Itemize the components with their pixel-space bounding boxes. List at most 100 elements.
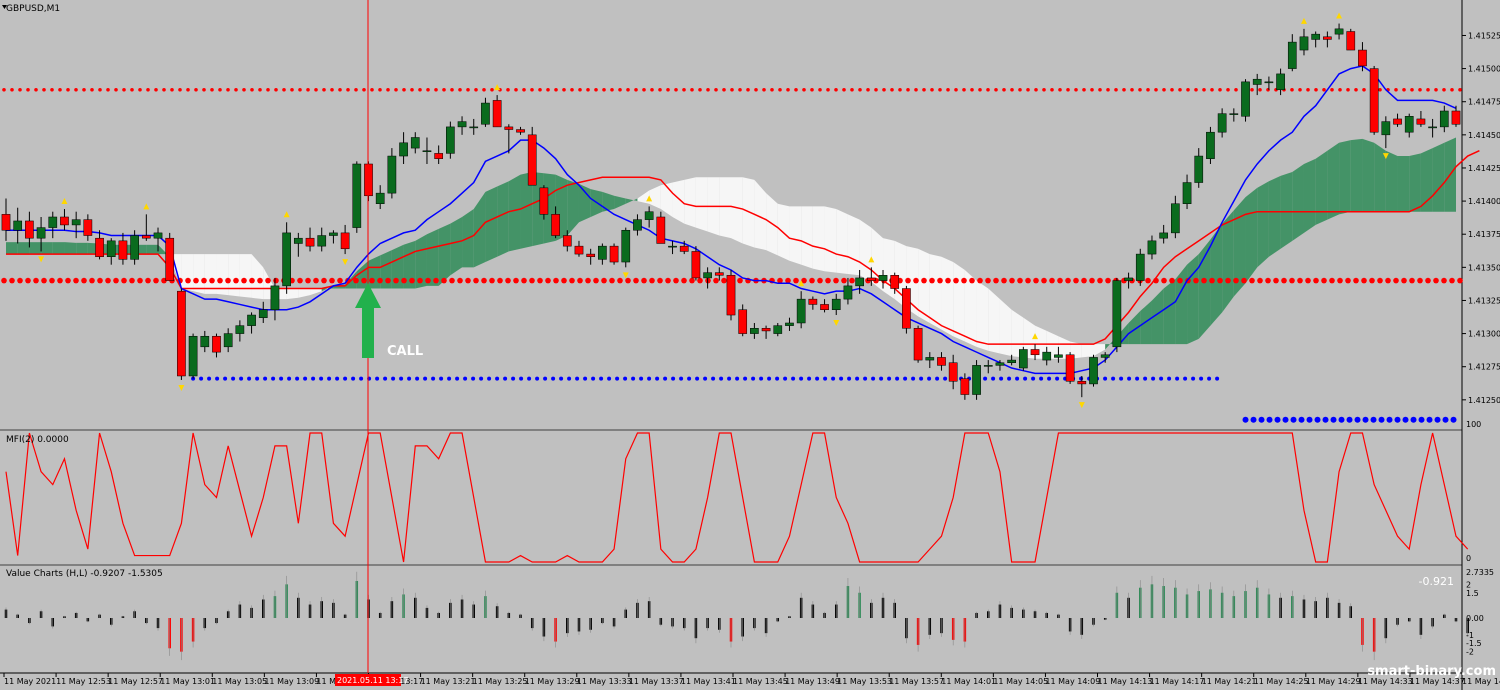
support-level-dot	[815, 376, 820, 381]
pivot-level-dot	[529, 277, 535, 284]
pivot-level-dot	[1441, 277, 1447, 284]
pivot-level-dot	[81, 277, 87, 284]
support-level-dot	[823, 376, 828, 381]
cloud-segment	[1420, 148, 1433, 212]
support-level-dot	[511, 376, 516, 381]
kijun-sen-line	[6, 150, 1480, 345]
resistance-level-dot	[778, 87, 782, 92]
resistance-level-dot	[722, 87, 726, 92]
pivot-level-dot	[1041, 277, 1047, 284]
cloud-segment	[450, 216, 463, 276]
cloud-segment	[1409, 153, 1421, 212]
pivot-level-dot	[1089, 277, 1095, 284]
resistance-level-dot	[90, 87, 94, 92]
mfi-title: MFI(2) 0.0000	[6, 435, 69, 445]
candle-body	[387, 155, 397, 194]
candle-body	[1393, 118, 1402, 125]
time-axis-label: 11 May 14:21	[1202, 677, 1257, 686]
support-level-dot	[207, 376, 212, 381]
resistance-level-dot	[322, 87, 326, 92]
candle-body	[1217, 113, 1227, 133]
fractal-down-icon	[1078, 402, 1085, 409]
support-level-dot	[1338, 416, 1345, 423]
resistance-level-dot	[394, 87, 398, 92]
candle-body	[644, 211, 654, 220]
resistance-level-dot	[946, 87, 950, 92]
pivot-level-dot	[1081, 277, 1087, 284]
price-axis-label: 1.41425	[1468, 164, 1500, 173]
pivot-level-dot	[945, 277, 951, 284]
cloud-segment	[918, 248, 930, 323]
resistance-level-dot	[602, 87, 606, 92]
price-axis-label: 1.41350	[1468, 263, 1500, 272]
support-level-dot	[1402, 416, 1409, 423]
fractal-up-icon	[143, 203, 150, 210]
resistance-level-dot	[202, 87, 206, 92]
pivot-level-dot	[1, 277, 7, 284]
time-axis-label: 11 May 12:57	[108, 677, 163, 686]
candle-body	[36, 227, 46, 239]
candle-body	[1159, 232, 1169, 239]
chart-menu-icon[interactable]	[2, 5, 7, 9]
cloud-segment	[64, 242, 77, 255]
pivot-level-dot	[241, 277, 247, 284]
pivot-level-dot	[225, 277, 231, 284]
cloud-segment	[216, 254, 229, 296]
resistance-level-dot	[642, 87, 646, 92]
resistance-level-dot	[490, 87, 494, 92]
support-level-dot	[943, 376, 948, 381]
fractal-down-icon	[833, 320, 840, 327]
resistance-level-dot	[994, 87, 998, 92]
support-level-dot	[1183, 376, 1188, 381]
pivot-level-dot	[1337, 277, 1343, 284]
support-level-dot	[935, 376, 940, 381]
pivot-level-dot	[577, 277, 583, 284]
cloud-segment	[567, 179, 579, 236]
candle-body	[960, 378, 970, 395]
cloud-segment	[731, 177, 743, 244]
pivot-level-dot	[537, 277, 543, 284]
pivot-level-dot	[697, 277, 703, 284]
support-level-dot	[343, 376, 348, 381]
pivot-level-dot	[1417, 277, 1423, 284]
support-level-dot	[1111, 376, 1116, 381]
pivot-level-dot	[977, 277, 983, 284]
cloud-segment	[438, 223, 451, 286]
cloud-segment	[158, 244, 170, 257]
candle-body	[153, 232, 163, 239]
pivot-level-dot	[569, 277, 575, 284]
fractal-up-icon	[868, 256, 875, 263]
value-charts-axis-label: 2	[1466, 580, 1471, 589]
time-axis-label: 11 May 13:33	[577, 677, 632, 686]
pivot-level-dot	[737, 277, 743, 284]
candle-body	[106, 240, 116, 257]
pivot-level-dot	[449, 277, 455, 284]
support-level-dot	[839, 376, 844, 381]
cloud-segment	[754, 179, 767, 251]
cloud-segment	[391, 244, 404, 289]
resistance-level-dot	[1394, 87, 1398, 92]
support-level-dot	[199, 376, 204, 381]
resistance-level-dot	[314, 87, 318, 92]
cloud-segment	[1058, 336, 1071, 359]
resistance-level-dot	[930, 87, 934, 92]
cloud-segment	[941, 256, 954, 337]
candle-body	[434, 153, 444, 159]
resistance-level-dot	[1154, 87, 1158, 92]
resistance-level-dot	[370, 87, 374, 92]
resistance-level-dot	[658, 87, 662, 92]
resistance-level-dot	[1082, 87, 1086, 92]
support-level-dot	[807, 376, 812, 381]
resistance-level-dot	[34, 87, 38, 92]
support-level-dot	[927, 376, 932, 381]
pivot-level-dot	[721, 277, 727, 284]
candle-body	[1124, 277, 1133, 281]
resistance-level-dot	[1402, 87, 1406, 92]
resistance-level-dot	[402, 87, 406, 92]
resistance-level-dot	[298, 87, 302, 92]
cloud-segment	[1397, 156, 1410, 212]
resistance-level-dot	[106, 87, 110, 92]
resistance-level-dot	[1090, 87, 1094, 92]
resistance-level-dot	[346, 87, 350, 92]
